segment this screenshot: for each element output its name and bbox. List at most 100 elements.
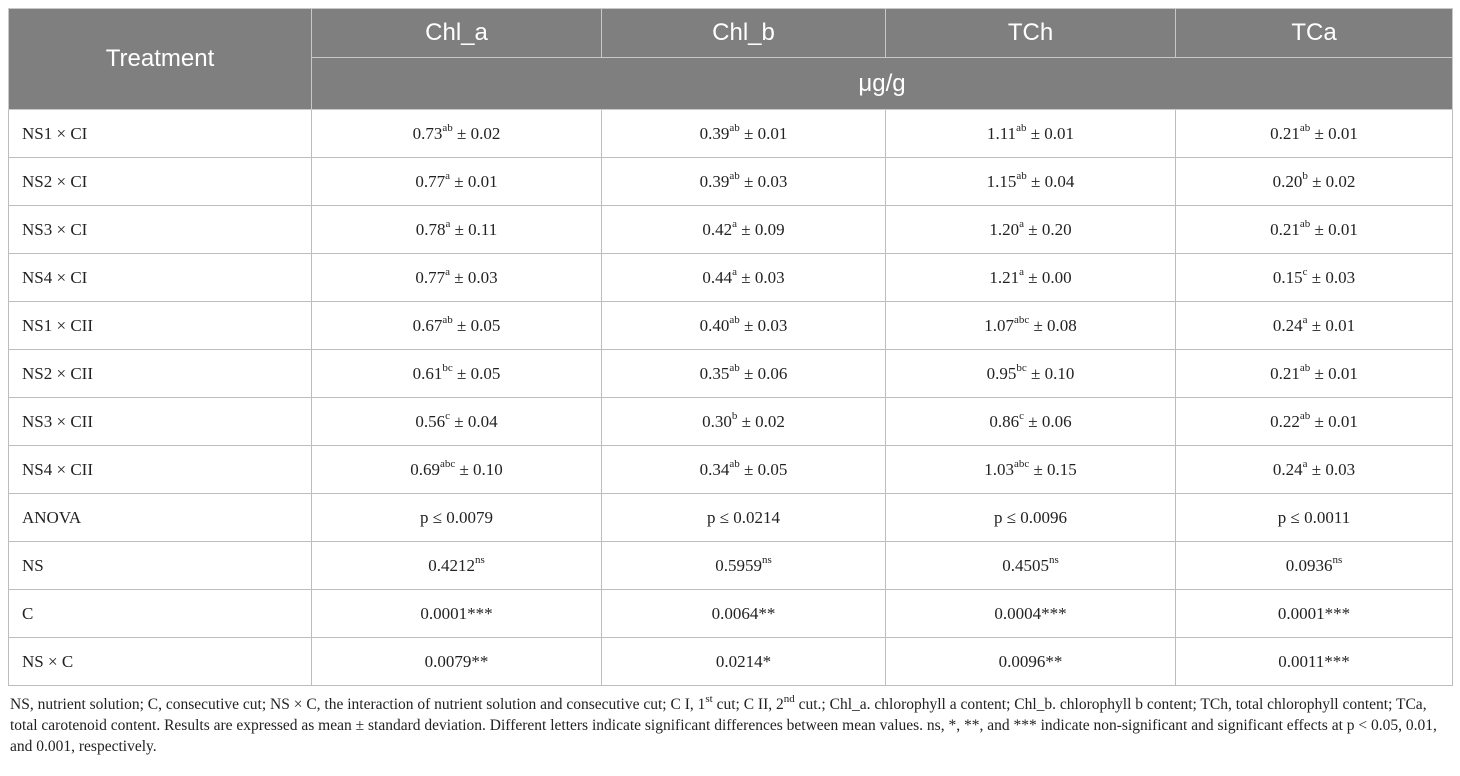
cell-significance-letters: ab bbox=[1299, 361, 1311, 374]
cell-std-dev: ± 0.01 bbox=[1310, 411, 1358, 431]
table-cell: 0.0004*** bbox=[885, 589, 1176, 638]
cell-value: 1.15 bbox=[986, 171, 1017, 191]
cell-value: 0.78 bbox=[415, 219, 446, 239]
table-cell: 0.56c ± 0.04 bbox=[311, 397, 602, 446]
table-cell: 0.35ab ± 0.06 bbox=[601, 349, 886, 398]
footnote-part-3: cut.; Chl_a. chlorophyll a content; Chl_… bbox=[10, 696, 1437, 755]
cell-std-dev: ± 0.01 bbox=[1307, 315, 1356, 335]
cell-std-dev: ± 0.11 bbox=[450, 219, 498, 239]
cell-value: 0.0079** bbox=[424, 651, 489, 671]
cell-significance-letters: a bbox=[732, 265, 738, 278]
table-cell: 0.15c ± 0.03 bbox=[1175, 253, 1453, 302]
cell-value: p ≤ 0.0096 bbox=[993, 507, 1068, 527]
row-label: NS2 × CI bbox=[8, 157, 312, 206]
table-cell: 1.15ab ± 0.04 bbox=[885, 157, 1176, 206]
cell-value: 0.86 bbox=[989, 411, 1020, 431]
table-row: NS3 × CI 0.78a ± 0.11 0.42a ± 0.09 1.20a ± … bbox=[8, 205, 1453, 254]
cell-value: 0.24 bbox=[1272, 315, 1303, 335]
table-cell: 0.5959ns bbox=[601, 541, 886, 590]
table-cell: 0.0011*** bbox=[1175, 637, 1453, 686]
footnote-part-2: cut; C II, 2 bbox=[712, 696, 784, 713]
table-cell: p ≤ 0.0096 bbox=[885, 493, 1176, 542]
header-tch: TCh bbox=[885, 8, 1176, 58]
cell-value: 0.95 bbox=[986, 363, 1017, 383]
cell-value: 0.77 bbox=[415, 171, 446, 191]
cell-value: 0.42 bbox=[702, 219, 733, 239]
cell-significance-letters: ab bbox=[729, 313, 740, 326]
cell-std-dev: ± 0.05 bbox=[452, 315, 501, 335]
cell-value: 0.44 bbox=[702, 267, 733, 287]
cell-value: 0.20 bbox=[1272, 171, 1303, 191]
cell-value: 0.30 bbox=[702, 411, 732, 431]
cell-std-dev: ± 0.02 bbox=[737, 411, 785, 431]
cell-std-dev: ± 0.03 bbox=[739, 171, 788, 191]
table-cell: 0.20b ± 0.02 bbox=[1175, 157, 1453, 206]
cell-significance-letters: bc bbox=[1016, 361, 1027, 374]
row-label: NS bbox=[8, 541, 312, 590]
table-row: NS2 × CI 0.77a ± 0.01 0.39ab ± 0.03 1.15ab … bbox=[8, 157, 1453, 206]
row-label: NS1 × CII bbox=[8, 301, 312, 350]
cell-value: 0.24 bbox=[1272, 459, 1303, 479]
cell-significance-letters: ab bbox=[442, 121, 453, 134]
cell-std-dev: ± 0.01 bbox=[1310, 363, 1358, 383]
cell-value: 0.0004*** bbox=[994, 603, 1067, 623]
row-label: NS2 × CII bbox=[8, 349, 312, 398]
header-chl-a: Chl_a bbox=[311, 8, 602, 58]
cell-std-dev: ± 0.03 bbox=[1307, 267, 1356, 287]
cell-significance-letters: a bbox=[445, 265, 451, 278]
cell-std-dev: ± 0.05 bbox=[452, 363, 501, 383]
cell-significance-letters: ab bbox=[1299, 217, 1311, 230]
cell-significance-letters: a bbox=[1302, 457, 1308, 470]
table-row: NS4 × CI 0.77a ± 0.03 0.44a ± 0.03 1.21a ± … bbox=[8, 253, 1453, 302]
cell-significance-letters: ab bbox=[442, 313, 453, 326]
cell-value: 0.0064** bbox=[711, 603, 776, 623]
cell-value: 1.21 bbox=[989, 267, 1020, 287]
table-row: C 0.0001*** 0.0064** 0.0004*** 0.0001*** bbox=[8, 589, 1453, 638]
cell-value: 1.20 bbox=[989, 219, 1020, 239]
cell-significance-letters: a bbox=[732, 217, 738, 230]
table-cell: 0.86c ± 0.06 bbox=[885, 397, 1176, 446]
cell-significance-letters: a bbox=[445, 217, 451, 230]
cell-std-dev: ± 0.01 bbox=[1310, 123, 1358, 143]
cell-std-dev: ± 0.09 bbox=[737, 219, 785, 239]
cell-significance-letters: ns bbox=[1332, 553, 1343, 566]
cell-value: 0.21 bbox=[1270, 219, 1300, 239]
header-row-unit: μg/g bbox=[9, 57, 1453, 110]
table-cell: 0.73ab ± 0.02 bbox=[311, 109, 602, 158]
cell-std-dev: ± 0.03 bbox=[737, 267, 785, 287]
cell-significance-letters: ab bbox=[729, 457, 740, 470]
cell-significance-letters: c bbox=[1019, 409, 1025, 422]
table-cell: 0.42a ± 0.09 bbox=[601, 205, 886, 254]
table-cell: 0.39ab ± 0.01 bbox=[601, 109, 886, 158]
table-cell: 1.03abc ± 0.15 bbox=[885, 445, 1176, 494]
table-cell: 0.21ab ± 0.01 bbox=[1175, 349, 1453, 398]
cell-value: 0.69 bbox=[410, 459, 440, 479]
header-treatment: Treatment bbox=[8, 8, 312, 110]
table-cell: 1.20a ± 0.20 bbox=[885, 205, 1176, 254]
cell-value: 0.4505 bbox=[1002, 555, 1049, 575]
cell-significance-letters: b bbox=[731, 409, 738, 422]
row-label: C bbox=[8, 589, 312, 638]
cell-value: 0.73 bbox=[412, 123, 443, 143]
cell-value: 0.40 bbox=[699, 315, 730, 335]
cell-value: 0.0936 bbox=[1285, 555, 1333, 575]
cell-std-dev: ± 0.01 bbox=[1026, 123, 1075, 143]
cell-significance-letters: b bbox=[1302, 169, 1308, 182]
cell-value: 0.56 bbox=[415, 411, 446, 431]
row-label: NS3 × CI bbox=[8, 205, 312, 254]
footnote-sup-1: st bbox=[705, 692, 713, 705]
table-cell: 0.24a ± 0.03 bbox=[1175, 445, 1453, 494]
cell-value: 1.11 bbox=[986, 123, 1017, 143]
header-tca: TCa bbox=[1175, 8, 1453, 58]
cell-value: 0.77 bbox=[415, 267, 446, 287]
cell-value: p ≤ 0.0214 bbox=[706, 507, 781, 527]
cell-significance-letters: a bbox=[1019, 217, 1025, 230]
cell-significance-letters: abc bbox=[1013, 457, 1030, 470]
cell-std-dev: ± 0.03 bbox=[1307, 459, 1356, 479]
cell-std-dev: ± 0.04 bbox=[1026, 171, 1075, 191]
table-row: NS2 × CII 0.61bc ± 0.05 0.35ab ± 0.06 0.95b… bbox=[8, 349, 1453, 398]
cell-std-dev: ± 0.15 bbox=[1029, 459, 1077, 479]
cell-significance-letters: c bbox=[445, 409, 451, 422]
table-row: NS4 × CII 0.69abc ± 0.10 0.34ab ± 0.05 1.03… bbox=[8, 445, 1453, 494]
cell-std-dev: ± 0.04 bbox=[450, 411, 498, 431]
